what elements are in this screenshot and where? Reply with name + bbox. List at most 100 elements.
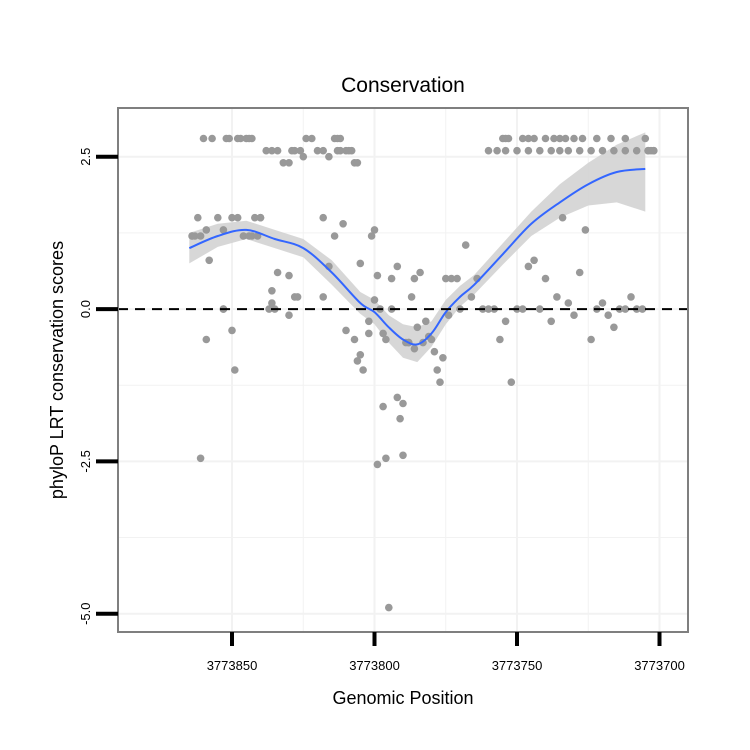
data-point — [496, 335, 504, 344]
data-point — [581, 226, 590, 234]
data-point — [524, 134, 533, 143]
x-tick-label: 3773850 — [207, 658, 258, 673]
data-point — [296, 146, 305, 155]
data-point — [524, 146, 533, 155]
data-point — [570, 134, 578, 143]
data-point — [447, 274, 456, 283]
data-point — [530, 134, 538, 143]
data-point — [251, 213, 259, 222]
data-point — [245, 134, 253, 143]
data-point — [325, 152, 333, 161]
data-point — [598, 146, 607, 155]
data-point — [285, 271, 293, 280]
data-point — [518, 134, 527, 143]
data-point — [504, 134, 513, 143]
data-point — [350, 335, 359, 344]
data-point — [382, 454, 390, 463]
data-point — [285, 159, 293, 167]
data-point — [593, 134, 601, 143]
data-point — [382, 335, 390, 344]
data-point — [575, 146, 584, 155]
data-point — [208, 134, 216, 143]
data-point — [501, 317, 510, 326]
data-point — [319, 213, 328, 222]
data-point — [265, 305, 273, 313]
data-point — [556, 146, 564, 155]
data-point — [553, 293, 561, 301]
data-point — [610, 323, 618, 332]
scatter-points — [188, 134, 658, 612]
data-point — [231, 366, 239, 374]
data-point — [367, 232, 376, 240]
data-point — [444, 311, 453, 320]
data-point — [273, 268, 282, 277]
y-tick-label: 0.0 — [78, 300, 93, 318]
data-point — [587, 146, 595, 155]
data-point — [650, 146, 658, 155]
data-point — [558, 213, 567, 222]
data-point — [356, 259, 365, 268]
data-point — [268, 287, 276, 295]
data-point — [336, 134, 345, 143]
data-point — [570, 311, 578, 320]
data-point — [493, 146, 501, 155]
data-point — [436, 378, 444, 387]
data-point — [313, 146, 322, 155]
data-point — [518, 305, 527, 313]
data-point — [564, 299, 573, 307]
data-point — [222, 134, 231, 143]
data-point — [199, 134, 208, 143]
data-point — [236, 134, 245, 143]
data-point — [393, 262, 402, 271]
data-point — [507, 378, 516, 387]
data-point — [410, 344, 419, 353]
data-point — [536, 305, 544, 313]
data-point — [644, 146, 652, 155]
x-tick-label: 3773700 — [634, 658, 685, 673]
data-point — [399, 451, 407, 460]
data-point — [370, 296, 379, 304]
data-point — [427, 335, 436, 344]
data-point — [379, 329, 387, 338]
data-point — [273, 146, 282, 155]
data-point — [556, 134, 564, 143]
data-point — [302, 134, 310, 143]
data-point — [288, 146, 296, 155]
data-point — [578, 134, 587, 143]
data-point — [547, 317, 555, 326]
data-point — [541, 134, 550, 143]
data-point — [410, 274, 419, 283]
data-point — [228, 213, 236, 222]
data-point — [587, 335, 595, 344]
data-point — [621, 305, 630, 313]
data-point — [342, 326, 350, 335]
data-point — [293, 293, 302, 301]
y-tick-label: -2.5 — [78, 450, 93, 472]
data-point — [501, 146, 510, 155]
data-point — [330, 232, 339, 240]
data-point — [604, 311, 612, 320]
data-point — [536, 146, 544, 155]
smooth-line-layer — [188, 167, 646, 346]
data-point — [598, 299, 607, 307]
data-point — [339, 220, 347, 228]
data-point — [433, 366, 442, 374]
data-point — [607, 134, 615, 143]
data-point — [233, 213, 242, 222]
data-point — [319, 146, 328, 155]
data-point — [268, 299, 276, 307]
data-point — [308, 134, 316, 143]
data-point — [196, 454, 205, 463]
data-point — [194, 213, 202, 222]
data-point — [641, 134, 650, 143]
data-point — [430, 347, 439, 356]
data-point — [513, 146, 521, 155]
data-point — [196, 232, 205, 240]
data-point — [202, 335, 211, 344]
data-point — [202, 226, 211, 234]
data-point — [575, 268, 584, 277]
data-point — [228, 326, 236, 335]
data-point — [373, 271, 382, 280]
y-tick-label: -5.0 — [78, 602, 93, 624]
data-point — [439, 354, 447, 362]
